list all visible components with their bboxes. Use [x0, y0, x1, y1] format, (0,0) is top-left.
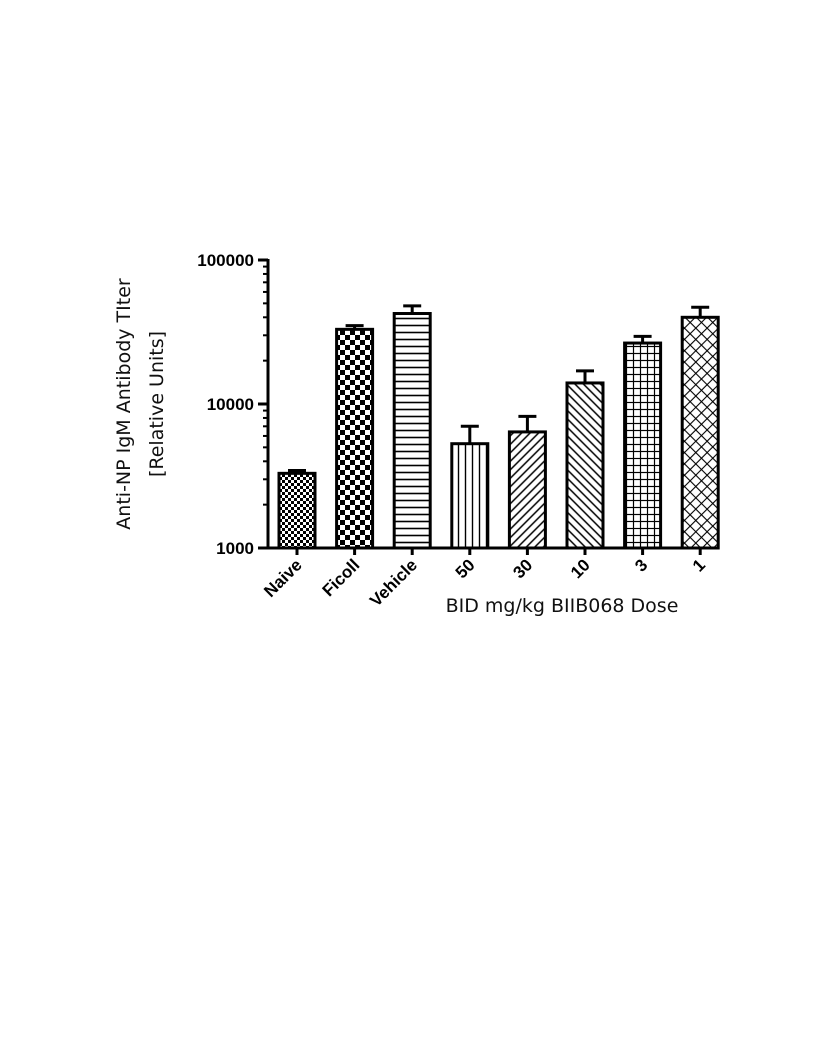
y-tick-label-1: 10000 [207, 395, 254, 414]
category-label-7: 1 [689, 555, 709, 575]
bar-2 [392, 312, 432, 550]
bar-1 [335, 327, 375, 550]
category-label-5: 10 [567, 555, 594, 582]
x-axis-title: BID mg/kg BIIB068 Dose [446, 595, 679, 617]
category-label-1: Ficoll [319, 555, 364, 600]
y-tick-label-2: 100000 [197, 251, 254, 270]
y-tick-label-0: 1000 [216, 539, 254, 558]
bar-3 [450, 442, 490, 550]
bars [277, 312, 720, 550]
bar-4 [507, 430, 547, 550]
category-label-6: 3 [631, 555, 651, 575]
axes [258, 258, 702, 555]
bar-7 [680, 315, 720, 550]
category-label-2: Vehicle [366, 555, 421, 610]
y-axis-title-line1: Anti-NP IgM Antibody TIter [113, 278, 135, 530]
bar-5 [565, 381, 605, 550]
error-bars [288, 304, 710, 474]
y-axis-title-line2: [Relative Units] [146, 331, 168, 477]
category-label-0: Naive [260, 555, 306, 601]
category-label-4: 30 [509, 555, 536, 582]
bar-6 [623, 341, 663, 550]
category-label-3: 50 [452, 555, 479, 582]
bar-0 [277, 471, 317, 550]
